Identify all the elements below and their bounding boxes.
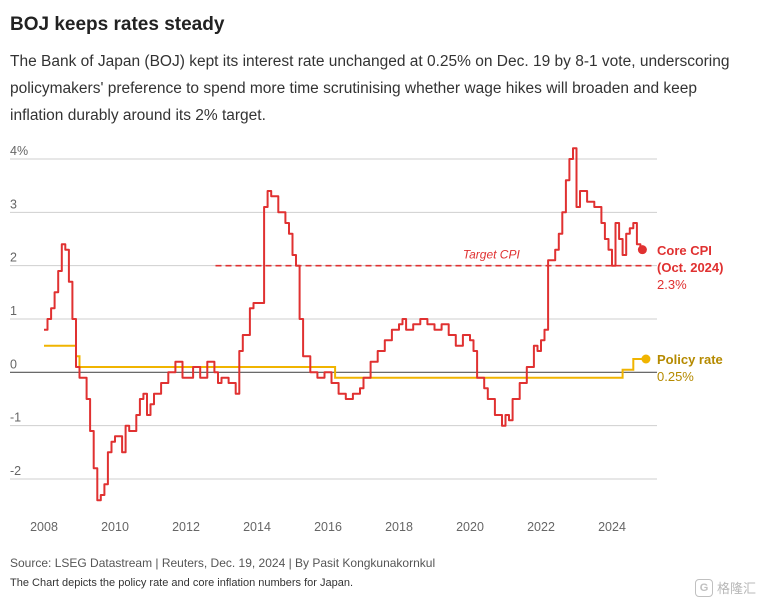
y-tick-label: 0: [10, 357, 17, 371]
core-cpi-label: Core CPI: [657, 243, 712, 258]
core-cpi-line: [44, 147, 642, 502]
watermark: G 格隆汇: [694, 578, 756, 597]
x-axis-tick-labels: 2008 2010 2012 2014 2016 2018 2020 2022 2024: [30, 520, 626, 534]
y-tick-label: 1: [10, 304, 17, 318]
gridlines: [10, 158, 657, 480]
core-cpi-value-label: 2.3%: [657, 277, 687, 292]
core-cpi-end-marker: [637, 245, 647, 255]
y-tick-label: -1: [10, 411, 21, 425]
x-tick-label: 2014: [243, 520, 271, 534]
x-tick-label: 2018: [385, 520, 413, 534]
x-tick-label: 2016: [314, 520, 342, 534]
series-labels: Core CPI (Oct. 2024) 2.3% Policy rate 0.25%: [657, 243, 723, 384]
x-tick-label: 2008: [30, 520, 58, 534]
x-tick-label: 2010: [101, 520, 129, 534]
watermark-text: 格隆汇: [716, 581, 756, 596]
x-tick-label: 2012: [172, 520, 200, 534]
x-tick-label: 2024: [598, 520, 626, 534]
target-cpi: Target CPI: [215, 248, 654, 267]
core-cpi-date-label: (Oct. 2024): [657, 260, 723, 275]
policy-rate-label: Policy rate: [657, 352, 723, 367]
y-tick-label: 3: [10, 197, 17, 211]
series-lines: [44, 147, 651, 502]
target-cpi-label: Target CPI: [463, 248, 521, 262]
x-tick-label: 2020: [456, 520, 484, 534]
chart-subtitle: The Bank of Japan (BOJ) kept its interes…: [10, 53, 730, 124]
watermark-logo-icon: G: [694, 578, 713, 597]
source-note: Source: LSEG Datastream | Reuters, Dec. …: [10, 556, 436, 570]
chart-title: BOJ keeps rates steady: [10, 14, 225, 35]
y-tick-label: 4%: [10, 144, 28, 158]
chart-caption: The Chart depicts the policy rate and co…: [10, 577, 354, 589]
policy-rate-end-marker: [641, 354, 651, 364]
policy-rate-value-label: 0.25%: [657, 369, 694, 384]
y-tick-label: -2: [10, 464, 21, 478]
y-tick-label: 2: [10, 251, 17, 265]
x-tick-label: 2022: [527, 520, 555, 534]
y-axis-tick-labels: 4% 3 2 1 0 -1 -2: [10, 144, 28, 478]
